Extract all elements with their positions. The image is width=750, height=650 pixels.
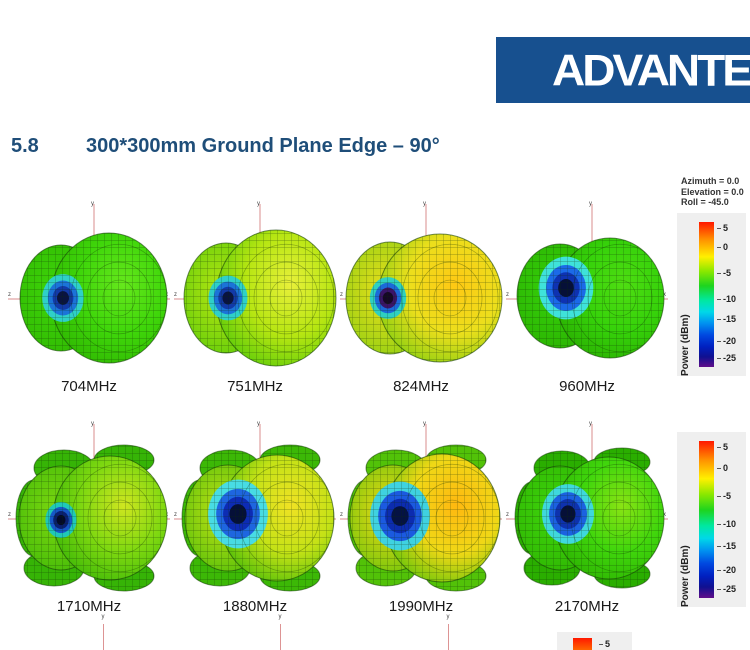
pattern-cell: yzx1710MHz	[6, 418, 172, 616]
svg-text:y: y	[589, 201, 592, 207]
radiation-pattern-2170MHz: y z x	[506, 421, 668, 589]
power-tick-label: -10	[717, 294, 736, 304]
partial-y-axis-label: y	[446, 614, 450, 620]
svg-text:z: z	[8, 292, 11, 298]
radiation-pattern-960MHz: y z x	[506, 201, 668, 359]
radiation-pattern-1880MHz: yzx	[174, 421, 336, 592]
view-orientation-info: Azimuth = 0.0 Elevation = 0.0 Roll = -45…	[681, 176, 744, 208]
frequency-label: 1880MHz	[222, 598, 288, 615]
svg-text:y: y	[423, 421, 426, 427]
pattern-cell: yzx751MHz	[172, 198, 338, 396]
frequency-label: 1990MHz	[388, 598, 454, 615]
colorbar-3-partial: Power (dBm)50-5-10-15-20-25	[557, 632, 632, 650]
svg-text:z: z	[8, 512, 11, 518]
frequency-label: 1710MHz	[56, 598, 122, 615]
power-tick-label: 5	[599, 639, 610, 649]
power-tick-label: -15	[717, 314, 736, 324]
pattern-row-2: yzx1710MHzyzx1880MHzyzx1990MHzyzx2170MHz	[6, 418, 670, 616]
power-tick-label: 0	[717, 242, 728, 252]
partial-y-axis-line	[103, 624, 104, 650]
svg-text:y: y	[91, 421, 94, 427]
advantech-logo-text: ADVANTECH	[552, 45, 750, 95]
svg-text:x: x	[663, 512, 666, 518]
pattern-row-1: yzx704MHzyzx751MHzyzx824MHzyzx960MHz	[6, 198, 670, 396]
power-tick-label: -20	[717, 336, 736, 346]
frequency-label: 960MHz	[559, 378, 615, 395]
power-gradient-bar	[573, 638, 592, 650]
elevation-value: Elevation = 0.0	[681, 186, 744, 197]
partial-y-axis-line	[280, 624, 281, 650]
svg-text:z: z	[174, 512, 177, 518]
roll-value: Roll = -45.0	[681, 197, 729, 207]
power-tick-label: -20	[717, 565, 736, 575]
svg-text:y: y	[257, 201, 260, 207]
radiation-pattern-751MHz: yzx	[174, 201, 337, 367]
pattern-cell: yzx824MHz	[338, 198, 504, 396]
power-tick-label: -5	[717, 491, 731, 501]
power-axis-label: Power (dBm)	[680, 314, 691, 376]
svg-text:x: x	[663, 292, 666, 298]
frequency-label: 704MHz	[61, 378, 117, 395]
power-tick-label: -25	[717, 353, 736, 363]
svg-text:y: y	[257, 421, 260, 427]
power-tick-label: -10	[717, 519, 736, 529]
power-gradient-bar	[699, 222, 714, 367]
section-heading: 5.8 300*300mm Ground Plane Edge – 90°	[11, 135, 440, 158]
radiation-pattern-704MHz: yzx	[8, 201, 170, 364]
pattern-cell: yzx704MHz	[6, 198, 172, 396]
colorbar-2: Power (dBm) 5 0 -5 -10 -15 -20 -25	[677, 432, 746, 607]
svg-text:y: y	[423, 201, 426, 207]
svg-text:y: y	[589, 421, 592, 427]
power-tick-label: 5	[717, 223, 728, 233]
radiation-pattern-1990MHz: yzx	[340, 421, 502, 592]
section-title: 300*300mm Ground Plane Edge – 90°	[86, 135, 440, 157]
svg-text:z: z	[340, 292, 343, 298]
azimuth-value: Azimuth = 0.0	[681, 176, 740, 186]
power-tick-label: 0	[717, 463, 728, 473]
frequency-label: 751MHz	[227, 378, 283, 395]
partial-y-axis-line	[448, 624, 449, 650]
power-gradient-bar	[699, 441, 714, 598]
power-tick-label: -5	[717, 268, 731, 278]
svg-text:z: z	[506, 292, 509, 298]
colorbar-1: Power (dBm) 5 0 -5 -10 -15 -20 -25	[677, 213, 746, 376]
svg-text:z: z	[506, 512, 509, 518]
svg-text:y: y	[91, 201, 94, 207]
svg-text:z: z	[174, 292, 177, 298]
pattern-cell: y z x 2170MHz	[504, 418, 670, 616]
power-tick-label: -15	[717, 541, 736, 551]
frequency-label: 824MHz	[393, 378, 449, 395]
partial-y-axis-label: y	[278, 614, 282, 620]
frequency-label: 2170MHz	[554, 598, 620, 615]
radiation-pattern-1710MHz: yzx	[8, 421, 170, 592]
advantech-logo: ADVANTECH	[496, 37, 750, 103]
power-axis-label: Power (dBm)	[560, 632, 571, 650]
power-tick-label: 5	[717, 442, 728, 452]
power-tick-label: -25	[717, 584, 736, 594]
pattern-cell: y z x 960MHz	[504, 198, 670, 396]
section-number: 5.8	[11, 135, 39, 157]
pattern-cell: yzx1880MHz	[172, 418, 338, 616]
radiation-pattern-824MHz: yzx	[340, 201, 503, 363]
pattern-cell: yzx1990MHz	[338, 418, 504, 616]
power-axis-label: Power (dBm)	[680, 545, 691, 607]
partial-y-axis-label: y	[101, 614, 105, 620]
svg-text:z: z	[340, 512, 343, 518]
